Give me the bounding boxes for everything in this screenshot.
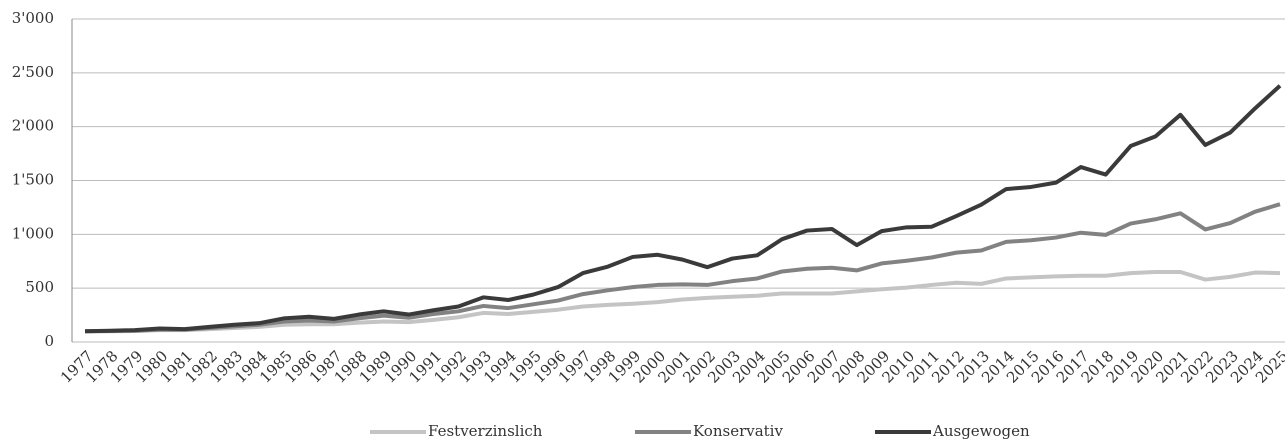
series-line	[85, 270, 1281, 334]
legend-label: Ausgewogen	[932, 422, 1030, 440]
y-tick-label: 2'000	[12, 117, 54, 135]
y-tick-label: 1'500	[12, 171, 54, 189]
y-tick-label: 2'500	[12, 63, 54, 81]
series-line	[84, 202, 1281, 334]
legend-label: Festverzinslich	[428, 422, 543, 440]
y-tick-label: 3'000	[12, 9, 54, 27]
series-line	[84, 84, 1282, 334]
y-tick-label: 1'000	[12, 224, 54, 242]
legend-label: Konservativ	[693, 422, 783, 440]
y-tick-label: 500	[25, 278, 54, 296]
y-tick-label: 0	[44, 332, 54, 350]
